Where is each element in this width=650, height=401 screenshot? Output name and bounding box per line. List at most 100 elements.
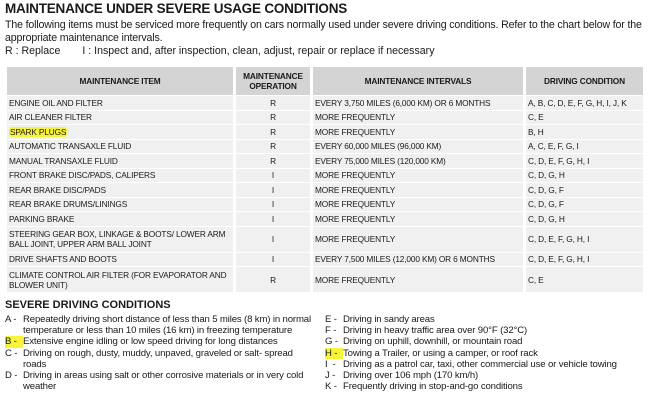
cell-text: R: [270, 112, 276, 123]
operation-cell: I: [236, 212, 310, 226]
cell-text: MORE FREQUENTLY: [315, 184, 396, 195]
item-cell: MANUAL TRANSAXLE FLUID: [7, 154, 233, 168]
condition-key: H -: [325, 347, 343, 359]
cell-text: SPARK PLUGS: [9, 126, 68, 137]
table-row: ENGINE OIL AND FILTER R EVERY 3,750 MILES …: [7, 96, 643, 110]
condition-key: F -: [325, 325, 337, 337]
interval-cell: MORE FREQUENTLY: [313, 197, 523, 211]
item-cell: AUTOMATIC TRANSAXLE FLUID: [7, 139, 233, 153]
condition-key: J -: [325, 370, 336, 382]
cell-text: C, D, G, H: [528, 170, 565, 181]
condition-item: E - Driving in sandy areas: [325, 314, 650, 325]
cell-text: MORE FREQUENTLY: [315, 112, 396, 123]
conditions-column-right: E - Driving in sandy areas F - Driving in h…: [325, 314, 650, 392]
table-row: MANUAL TRANSAXLE FLUID R EVERY 75,000 MILE…: [7, 154, 643, 168]
cell-text: MORE FREQUENTLY: [315, 199, 396, 210]
conditions-title: SEVERE DRIVING CONDITIONS: [5, 299, 171, 311]
column-header: MAINTENANCE INTERVALS: [313, 67, 523, 95]
condition-text: Driving on uphill, downhill, or mountain…: [343, 336, 523, 348]
condition-key: E -: [325, 314, 337, 325]
cell-text: R: [270, 126, 276, 137]
condition-item: F - Driving in heavy traffic area over 90…: [325, 325, 650, 336]
cell-text: I: [271, 234, 275, 244]
condition-cell: C, D, E, F, G, H, I: [526, 226, 643, 252]
condition-key: A -: [5, 314, 17, 325]
condition-cell: C, E: [526, 110, 643, 124]
item-cell: FRONT BRAKE DISC/PADS, CALIPERS: [7, 168, 233, 182]
cell-text: C, D, G, F: [528, 184, 564, 195]
item-cell: SPARK PLUGS: [7, 125, 233, 139]
operation-cell: I: [236, 183, 310, 197]
cell-text: C, D, E, F, G, H, I: [528, 234, 590, 244]
condition-cell: C, E: [526, 267, 643, 292]
table-row: CLIMATE CONTROL AIR FILTER (FOR EVAPORAT…: [7, 267, 643, 292]
condition-key: C -: [5, 347, 18, 359]
condition-item: B - Extensive engine idling or low speed …: [5, 336, 315, 348]
cell-text: A, C, E, F, G, I: [528, 141, 579, 152]
cell-text: I: [271, 199, 275, 210]
condition-item: K - Frequently driving in stop-and-go con…: [325, 381, 650, 392]
cell-text: C, D, G, F: [528, 199, 564, 210]
interval-cell: MORE FREQUENTLY: [313, 226, 523, 252]
interval-cell: MORE FREQUENTLY: [313, 212, 523, 226]
cell-text: MORE FREQUENTLY: [315, 126, 396, 137]
table-row: REAR BRAKE DISC/PADS I MORE FREQUENTLY C, D…: [7, 183, 643, 197]
interval-cell: MORE FREQUENTLY: [313, 183, 523, 197]
cell-text: R: [270, 97, 276, 108]
table-row: REAR BRAKE DRUMS/LININGS I MORE FREQUENTLY…: [7, 197, 643, 211]
column-header: MAINTENANCE OPERATION: [236, 67, 310, 95]
cell-text: PARKING BRAKE: [9, 213, 75, 224]
cell-text: EVERY 3,750 MILES (6,000 KM) OR 6 MONTHS: [315, 97, 491, 108]
operation-cell: I: [236, 168, 310, 182]
cell-text: R: [270, 141, 276, 152]
legend-replace: R : Replace: [5, 45, 61, 57]
operation-cell: R: [236, 139, 310, 153]
condition-item: H - Towing a Trailer, or using a camper, …: [325, 347, 650, 359]
condition-item: J - Driving over 106 mph (170 km/h): [325, 370, 650, 381]
page-title: MAINTENANCE UNDER SEVERE USAGE CONDITION…: [5, 1, 348, 16]
cell-text: C, E: [528, 274, 544, 285]
conditions-column-left: A - Repeatedly driving short distance of …: [5, 314, 315, 392]
cell-text: I: [271, 254, 275, 265]
cell-text: A, B, C, D, E, F, G, H, I, J, K: [528, 97, 627, 108]
item-cell: DRIVE SHAFTS AND BOOTS: [7, 252, 233, 266]
condition-text: Frequently driving in stop-and-go condit…: [343, 381, 523, 393]
operation-legend: R : Replace I : Inspect and, after inspec…: [5, 45, 457, 57]
table-row: AIR CLEANER FILTER R MORE FREQUENTLY C, E: [7, 110, 643, 124]
operation-cell: I: [236, 226, 310, 252]
cell-text: CLIMATE CONTROL AIR FILTER (FOR EVAPORAT…: [9, 269, 227, 290]
intro-text: The following items must be serviced mor…: [5, 19, 642, 44]
condition-text: Towing a Trailer, or using a camper, or …: [343, 347, 538, 359]
cell-text: C, D, E, F, G, H, I: [528, 254, 590, 265]
cell-text: DRIVE SHAFTS AND BOOTS: [9, 254, 117, 265]
interval-cell: EVERY 60,000 MILES (96,000 KM): [313, 139, 523, 153]
condition-text: Repeatedly driving short distance of les…: [23, 314, 311, 337]
operation-cell: R: [236, 267, 310, 292]
cell-text: C, E: [528, 112, 544, 123]
column-header: DRIVING CONDITION: [526, 67, 643, 95]
condition-key: B -: [5, 336, 23, 348]
item-cell: CLIMATE CONTROL AIR FILTER (FOR EVAPORAT…: [7, 267, 233, 292]
item-cell: REAR BRAKE DISC/PADS: [7, 183, 233, 197]
condition-text: Driving in sandy areas: [343, 314, 435, 325]
cell-text: EVERY 60,000 MILES (96,000 KM): [315, 141, 442, 152]
condition-cell: C, D, G, H: [526, 212, 643, 226]
cell-text: FRONT BRAKE DISC/PADS, CALIPERS: [9, 170, 156, 181]
operation-cell: R: [236, 110, 310, 124]
condition-text: Driving in areas using salt or other cor…: [23, 370, 304, 393]
cell-text: EVERY 7,500 MILES (12,000 KM) OR 6 MONTH…: [315, 254, 495, 265]
table-row: STEERING GEAR BOX, LINKAGE & BOOTS/ LOWE…: [7, 226, 643, 252]
condition-key: G -: [325, 336, 338, 348]
table-row: PARKING BRAKE I MORE FREQUENTLY C, D, G, H: [7, 212, 643, 226]
operation-cell: R: [236, 154, 310, 168]
condition-cell: C, D, G, F: [526, 183, 643, 197]
cell-text: MORE FREQUENTLY: [315, 234, 396, 244]
cell-text: AUTOMATIC TRANSAXLE FLUID: [9, 141, 132, 152]
item-cell: REAR BRAKE DRUMS/LININGS: [7, 197, 233, 211]
item-cell: PARKING BRAKE: [7, 212, 233, 226]
column-header: MAINTENANCE ITEM: [7, 67, 233, 95]
interval-cell: EVERY 3,750 MILES (6,000 KM) OR 6 MONTHS: [313, 96, 523, 110]
table-row: FRONT BRAKE DISC/PADS, CALIPERS I MORE FRE…: [7, 168, 643, 182]
cell-text: EVERY 75,000 MILES (120,000 KM): [315, 155, 446, 166]
condition-cell: A, C, E, F, G, I: [526, 139, 643, 153]
